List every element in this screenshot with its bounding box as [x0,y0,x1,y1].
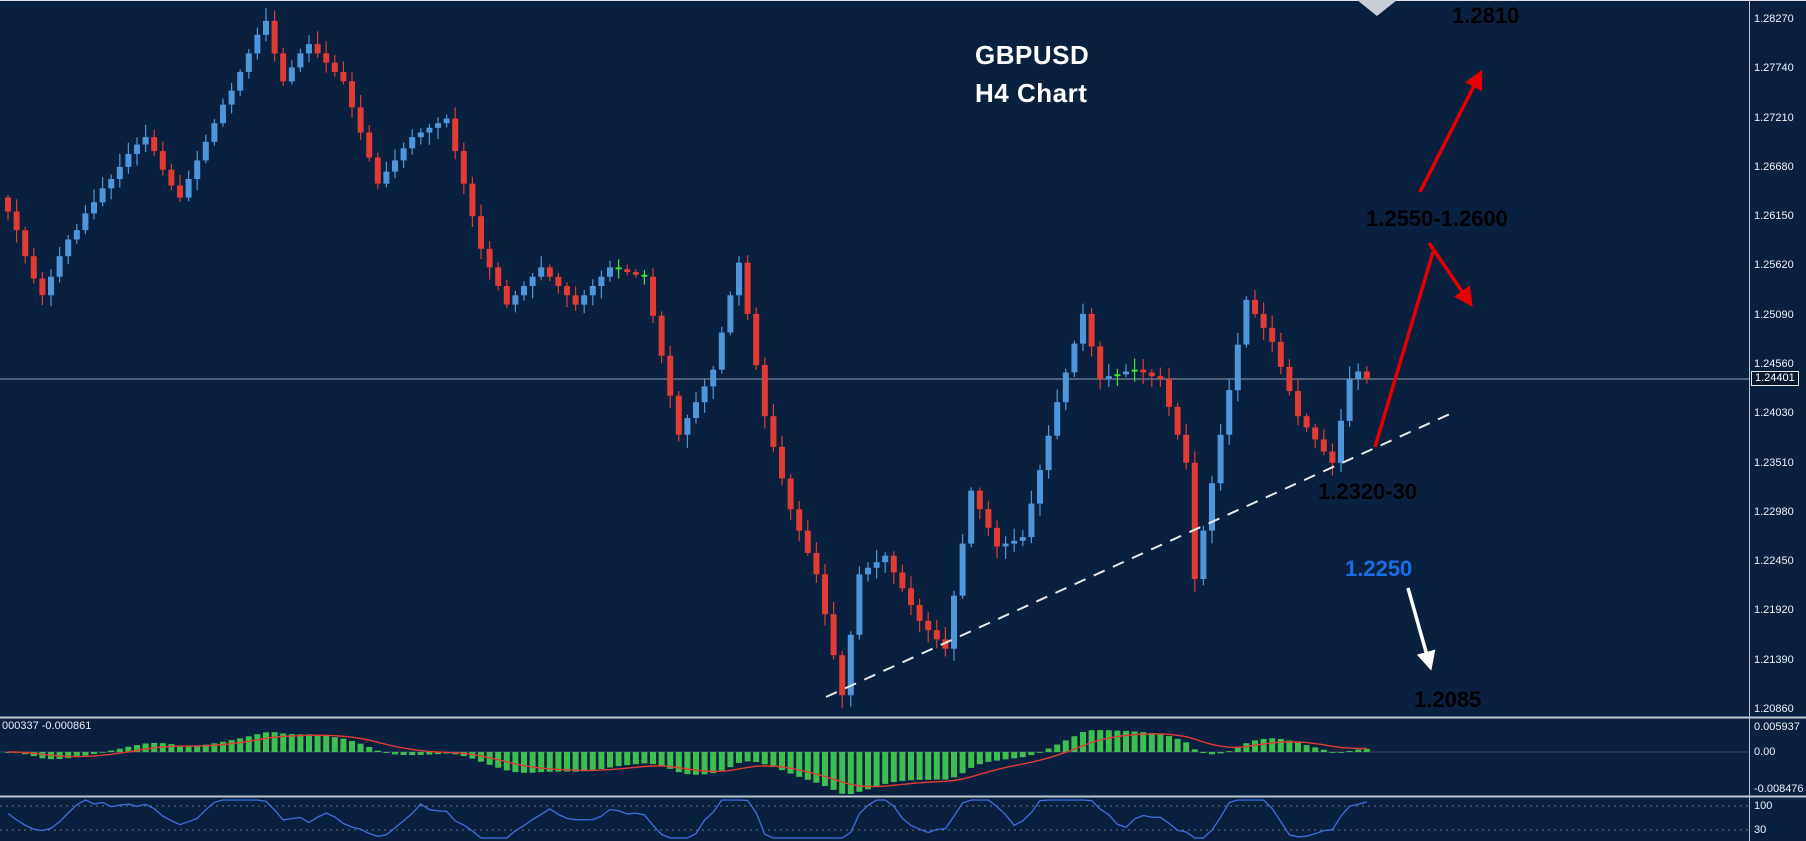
annotation-support-zone[interactable]: 1.2320-30 [1318,479,1418,504]
axis-label: 1.25620 [1754,259,1794,272]
timeframe-title: H4 Chart [975,78,1088,108]
axis-label: 1.22980 [1754,505,1794,518]
axis-label: 30 [1754,824,1767,836]
red-projection-line[interactable] [1373,251,1435,448]
annotation-target-low[interactable]: 1.2085 [1414,687,1482,712]
axis-label: 1.21390 [1754,653,1794,666]
macd-indicator [5,730,1370,794]
ascending-trendline[interactable] [825,412,1453,698]
annotation-target-high[interactable]: 1.2810 [1452,3,1520,28]
axis-label: 1.27740 [1754,62,1794,75]
axis-label: -0.008476 [1754,783,1804,795]
annotation-resistance-zone[interactable]: 1.2550-1.2600 [1366,206,1508,231]
axis-label: 1.24030 [1754,407,1794,420]
axis-label: 1.24560 [1754,357,1794,370]
axis-label: 1.21920 [1754,604,1794,617]
red-arrow-down-icon[interactable] [1427,242,1473,307]
axis-label: 1.22450 [1754,555,1794,568]
axis-label: 1.26680 [1754,160,1794,173]
axis-label: 1.27210 [1754,111,1794,124]
symbol-title: GBPUSD [975,40,1090,70]
axis-label: 1.28270 [1754,13,1794,25]
axis-label: 0.00 [1754,746,1776,758]
axis-label: 1.20860 [1754,702,1794,715]
annotation-support-level[interactable]: 1.2250 [1345,556,1413,581]
candlestick-series[interactable] [5,8,1370,709]
pointer-marker-icon [1357,0,1397,16]
current-price-tag: 1.24401 [1751,371,1799,386]
axis-label: 0.005937 [1754,721,1800,733]
macd-values-reading: 000337 -0.000861 [2,720,92,732]
axis-label: 1.26150 [1754,210,1794,223]
red-arrow-up-icon[interactable] [1418,69,1483,193]
axis-label: 100 [1754,800,1773,812]
axis-label: 1.25090 [1754,308,1794,321]
axis-label: 1.23510 [1754,456,1794,469]
lower-oscillator [7,799,1367,839]
white-arrow-down-icon[interactable] [1406,587,1436,671]
